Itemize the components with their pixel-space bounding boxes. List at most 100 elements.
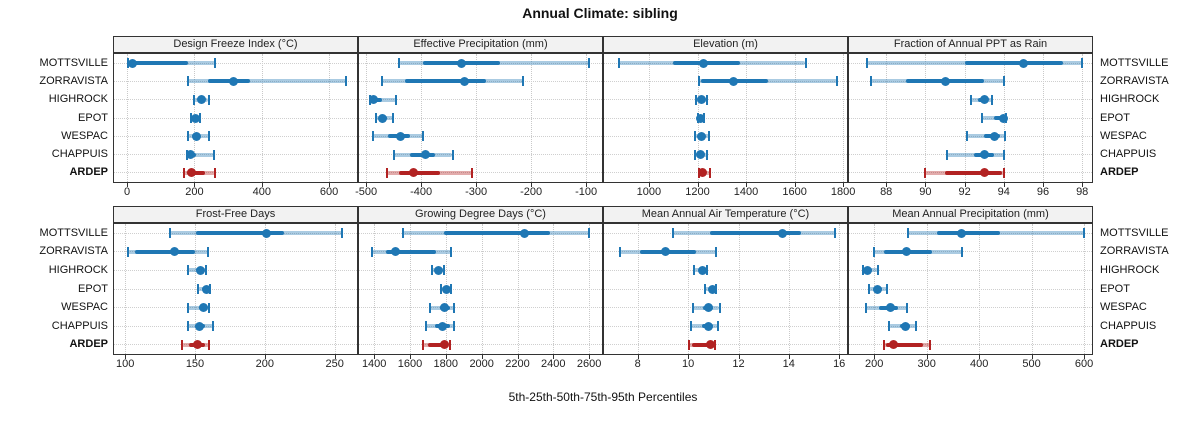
axis-tick-label: 88 (880, 186, 893, 198)
panel-header-effective-precipitation-mm: Effective Precipitation (mm) (358, 36, 603, 53)
row-guide (114, 307, 357, 309)
axis-tick (1043, 183, 1044, 187)
median-dot (439, 303, 449, 313)
whisker-cap (207, 131, 210, 142)
whisker-cap (344, 76, 347, 87)
axis-tick (195, 355, 196, 359)
whisker-cap (619, 246, 622, 257)
row-guide (114, 269, 357, 271)
percentile-band-5-95 (187, 79, 346, 84)
whisker-cap (182, 167, 185, 178)
row-guide (359, 99, 602, 101)
median-dot (1018, 58, 1028, 68)
whisker-cap (689, 321, 692, 332)
median-dot (698, 265, 708, 275)
whisker-cap (924, 167, 927, 178)
panel-header-frost-free-days: Frost-Free Days (113, 206, 358, 223)
whisker-cap (428, 302, 431, 313)
row-guide (849, 117, 1092, 119)
whisker-cap (397, 58, 400, 69)
row-guide (114, 99, 357, 101)
median-dot (706, 340, 716, 350)
whisker-cap (907, 228, 910, 239)
site-label-right-zorravista: ZORRAVISTA (1100, 245, 1169, 258)
whisker-cap (196, 284, 199, 294)
axis-tick-label: 1600 (397, 358, 423, 370)
iqr-bar-25-75 (187, 170, 205, 175)
median-dot (940, 76, 950, 86)
site-label-left-zorravista: ZORRAVISTA (39, 245, 108, 258)
site-label-left-zorravista: ZORRAVISTA (39, 74, 108, 87)
panel-design-freeze-index-c (113, 53, 358, 183)
row-guide (359, 325, 602, 327)
median-dot (901, 247, 911, 257)
row-guide (604, 325, 847, 327)
row-guide (359, 307, 602, 309)
whisker-cap (865, 58, 868, 69)
whisker-cap (1003, 131, 1006, 142)
axis-tick-label: 600 (319, 186, 339, 198)
iqr-bar-25-75 (404, 79, 487, 84)
axis-tick (738, 355, 740, 359)
whisker-cap (693, 265, 696, 276)
axis-tick-label: 1400 (361, 358, 387, 370)
median-dot (886, 303, 895, 313)
site-label-left-ardep: ARDEP (69, 338, 108, 351)
axis-tick-label: 1600 (782, 186, 807, 198)
axis-tick (697, 183, 699, 187)
whisker-cap (861, 265, 864, 276)
site-label-right-mottsville: MOTTSVILLE (1100, 226, 1169, 239)
axis-tick (329, 183, 331, 187)
site-label-left-wespac: WESPAC (61, 129, 108, 142)
site-label-left-highrock: HIGHROCK (48, 263, 108, 276)
whisker-cap (181, 339, 184, 350)
whisker-cap (991, 94, 994, 105)
axis-tick (194, 183, 196, 187)
median-dot (456, 58, 466, 68)
axis-tick (476, 183, 478, 187)
chart-title: Annual Climate: sibling (522, 5, 678, 21)
whisker-cap (886, 284, 889, 294)
whisker-cap (695, 94, 698, 105)
whisker-cap (207, 94, 210, 105)
median-dot (191, 131, 201, 141)
panel-effective-precipitation-mm (358, 53, 603, 183)
axis-tick (421, 183, 423, 187)
axis-tick-label: 92 (958, 186, 971, 198)
median-dot (979, 150, 989, 160)
median-dot (433, 265, 443, 275)
iqr-bar-25-75 (691, 342, 714, 347)
whisker-cap (374, 113, 377, 123)
axis-tick (531, 183, 533, 187)
median-dot (439, 340, 449, 350)
axis-tick-label: 400 (970, 358, 989, 370)
whisker-cap (688, 339, 691, 350)
whisker-cap (906, 302, 909, 313)
row-guide (114, 117, 357, 119)
whisker-cap (694, 149, 696, 160)
median-dot (979, 95, 989, 105)
median-dot (989, 131, 999, 141)
whisker-cap (199, 113, 202, 123)
axis-tick-label: 300 (917, 358, 936, 370)
row-guide (604, 135, 847, 137)
axis-tick-label: 1800 (830, 186, 856, 198)
row-guide (359, 117, 602, 119)
whisker-cap (168, 228, 171, 239)
site-label-right-chappuis: CHAPPUIS (1100, 148, 1157, 161)
whisker-cap (371, 131, 374, 142)
axis-tick-label: 0 (124, 186, 131, 198)
median-dot (696, 95, 706, 105)
site-label-right-ardep: ARDEP (1100, 338, 1139, 351)
median-dot (368, 95, 378, 105)
median-dot (873, 284, 883, 294)
axis-tick-label: 200 (185, 186, 204, 198)
median-dot (979, 168, 989, 178)
iqr-bar-25-75 (964, 61, 1063, 66)
row-guide (604, 344, 847, 346)
panel-growing-degree-days-c (358, 223, 603, 355)
whisker-cap (127, 246, 129, 257)
site-label-left-chappuis: CHAPPUIS (51, 319, 108, 332)
row-guide (114, 154, 357, 156)
row-guide (849, 307, 1092, 309)
